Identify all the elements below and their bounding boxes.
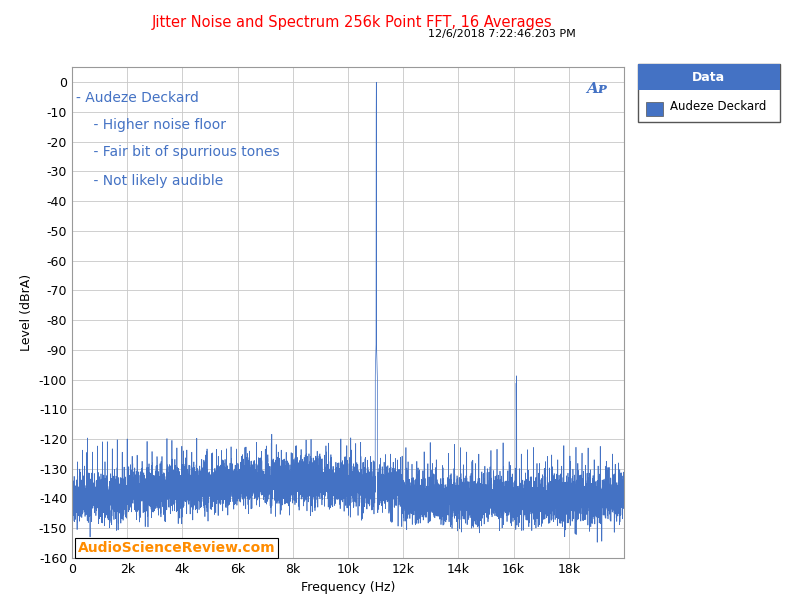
Text: Aᴘ: Aᴘ: [586, 82, 607, 96]
Text: AudioScienceReview.com: AudioScienceReview.com: [78, 541, 275, 555]
Text: Jitter Noise and Spectrum 256k Point FFT, 16 Averages: Jitter Noise and Spectrum 256k Point FFT…: [152, 15, 552, 30]
Text: Audeze Deckard: Audeze Deckard: [670, 99, 766, 113]
Text: - Higher noise floor: - Higher noise floor: [76, 118, 226, 132]
Text: 12/6/2018 7:22:46.203 PM: 12/6/2018 7:22:46.203 PM: [428, 29, 576, 39]
Text: - Fair bit of spurrious tones: - Fair bit of spurrious tones: [76, 145, 280, 159]
Text: - Audeze Deckard: - Audeze Deckard: [76, 91, 199, 105]
Text: Data: Data: [692, 70, 726, 84]
X-axis label: Frequency (Hz): Frequency (Hz): [301, 581, 395, 594]
Text: - Not likely audible: - Not likely audible: [76, 175, 223, 188]
Y-axis label: Level (dBrA): Level (dBrA): [20, 274, 34, 351]
